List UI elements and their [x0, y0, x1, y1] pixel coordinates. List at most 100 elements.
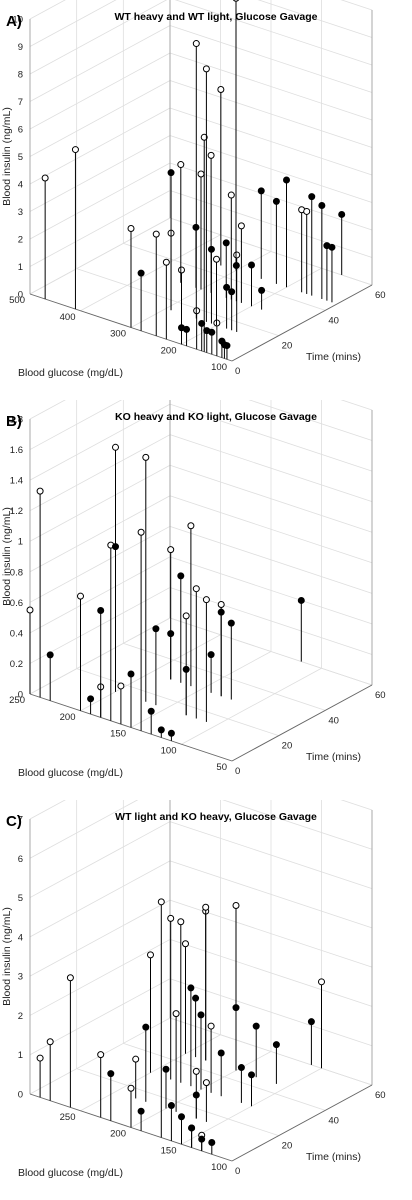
- data-point-open: [178, 266, 185, 274]
- data-point-open: [77, 592, 84, 600]
- z-axis-label: Blood insulin (ng/mL): [1, 907, 13, 1006]
- data-point-open: [200, 133, 208, 141]
- y-tick-label: 400: [60, 312, 76, 323]
- grid-line: [29, 190, 171, 267]
- data-point-open: [36, 487, 44, 495]
- grid-line: [29, 800, 139, 859]
- data-point-filled: [162, 1065, 170, 1073]
- y-axis-label: Blood glucose (mg/dL): [18, 367, 123, 379]
- x-axis-label: Time (mins): [306, 351, 361, 363]
- z-axis-label: Blood insulin (ng/mL): [1, 507, 13, 606]
- data-point-open: [157, 898, 165, 906]
- grid-line: [29, 556, 171, 634]
- x-tick-label: 0: [235, 1166, 240, 1177]
- data-point-filled: [167, 729, 175, 737]
- data-point-open: [152, 230, 160, 238]
- data-point-filled: [112, 543, 119, 551]
- y-tick-label: 300: [110, 329, 126, 340]
- data-point-filled: [227, 619, 235, 627]
- data-point-open: [202, 1079, 210, 1087]
- z-tick-label: 2: [18, 235, 23, 246]
- data-point-open: [217, 601, 225, 609]
- x-tick-label: 20: [282, 341, 293, 352]
- data-point-open: [202, 65, 210, 73]
- data-point-filled: [272, 197, 280, 205]
- data-point-open: [172, 1010, 180, 1018]
- z-tick-label: 1.2: [10, 506, 23, 517]
- chart-svg: 0123456789101002003004005000204060Blood …: [1, 0, 386, 379]
- data-point-filled: [197, 1011, 205, 1019]
- grid-line: [80, 234, 221, 312]
- chart-panel-b: 0 0.2 0.4 0.6 0.8 1 1.2 1.4 1.6 1.8 50 100 150 200 250…: [0, 400, 412, 800]
- data-point-filled: [192, 994, 200, 1002]
- data-point-open: [177, 918, 185, 926]
- chart-title: WT light and KO heavy, Glucose Gavage: [115, 811, 317, 823]
- grid-line: [29, 403, 171, 481]
- data-point-filled: [137, 269, 145, 277]
- data-point-open: [46, 1038, 54, 1046]
- y-tick-label: 150: [110, 729, 126, 740]
- z-tick-label: 5: [18, 893, 23, 904]
- z-tick-label: 0.4: [10, 628, 23, 639]
- x-axis-label: Time (mins): [306, 1151, 361, 1163]
- x-tick-label: 60: [375, 290, 386, 301]
- data-point-filled: [87, 695, 95, 703]
- z-tick-label: 4: [18, 180, 23, 191]
- data-point-filled: [167, 169, 175, 177]
- z-tick-label: 10: [12, 15, 23, 26]
- data-point-filled: [107, 1070, 115, 1078]
- y-tick-label: 200: [60, 712, 76, 723]
- y-axis-label: Blood glucose (mg/dL): [18, 1167, 123, 1179]
- data-point-open: [112, 443, 119, 451]
- data-point-filled: [297, 596, 305, 604]
- z-tick-label: 0.6: [10, 598, 23, 609]
- z-tick-label: 1.6: [10, 445, 23, 456]
- z-tick-label: 0: [18, 690, 23, 701]
- chart-panel-a: 0 1 2 3 4 5 6 7 8 9 10 100 200 300 400 500 0 20 40 60 Blood …: [0, 0, 412, 400]
- data-point-open: [182, 612, 190, 620]
- data-point-filled: [178, 1113, 185, 1121]
- grid-line: [29, 525, 171, 603]
- grid-line: [29, 939, 171, 1016]
- z-tick-label: 1.4: [10, 476, 23, 487]
- grid-line: [29, 860, 171, 938]
- data-point-filled: [283, 176, 290, 184]
- chart-title: KO heavy and KO light, Glucose Gavage: [115, 411, 317, 423]
- z-tick-label: 0.2: [10, 659, 23, 670]
- data-point-filled: [208, 328, 216, 336]
- grid-line: [29, 107, 171, 185]
- y-axis-label: Blood glucose (mg/dL): [18, 767, 123, 779]
- grid-line: [29, 587, 171, 664]
- data-point-open: [237, 222, 245, 230]
- grid-line: [29, 135, 171, 212]
- data-point-filled: [258, 286, 266, 294]
- data-point-filled: [257, 187, 265, 195]
- y-tick-label: 100: [211, 362, 227, 373]
- data-point-filled: [223, 342, 231, 350]
- y-tick-label: 500: [9, 295, 25, 306]
- data-point-open: [303, 207, 311, 215]
- x-axis-line: [231, 284, 373, 362]
- data-point-filled: [188, 1124, 196, 1132]
- data-point-open: [232, 0, 240, 2]
- grid-line: [29, 821, 171, 898]
- data-point-open: [26, 606, 34, 614]
- data-point-open: [142, 453, 150, 461]
- z-axis-label: Blood insulin (ng/mL): [1, 107, 13, 206]
- x-tick-label: 60: [375, 690, 386, 701]
- grid-line: [29, 52, 171, 130]
- data-point-open: [137, 528, 145, 536]
- x-axis-line: [231, 684, 373, 762]
- data-point-filled: [127, 670, 135, 678]
- data-point-filled: [308, 193, 316, 201]
- data-point-filled: [208, 1139, 216, 1147]
- data-point-filled: [248, 1071, 255, 1079]
- grid-line: [29, 400, 123, 450]
- data-point-open: [127, 1084, 135, 1092]
- z-tick-label: 7: [18, 815, 23, 826]
- data-point-open: [207, 151, 215, 159]
- data-point-filled: [147, 707, 155, 715]
- data-point-open: [187, 522, 195, 530]
- x-tick-label: 20: [282, 1141, 293, 1152]
- grid-line: [29, 400, 66, 420]
